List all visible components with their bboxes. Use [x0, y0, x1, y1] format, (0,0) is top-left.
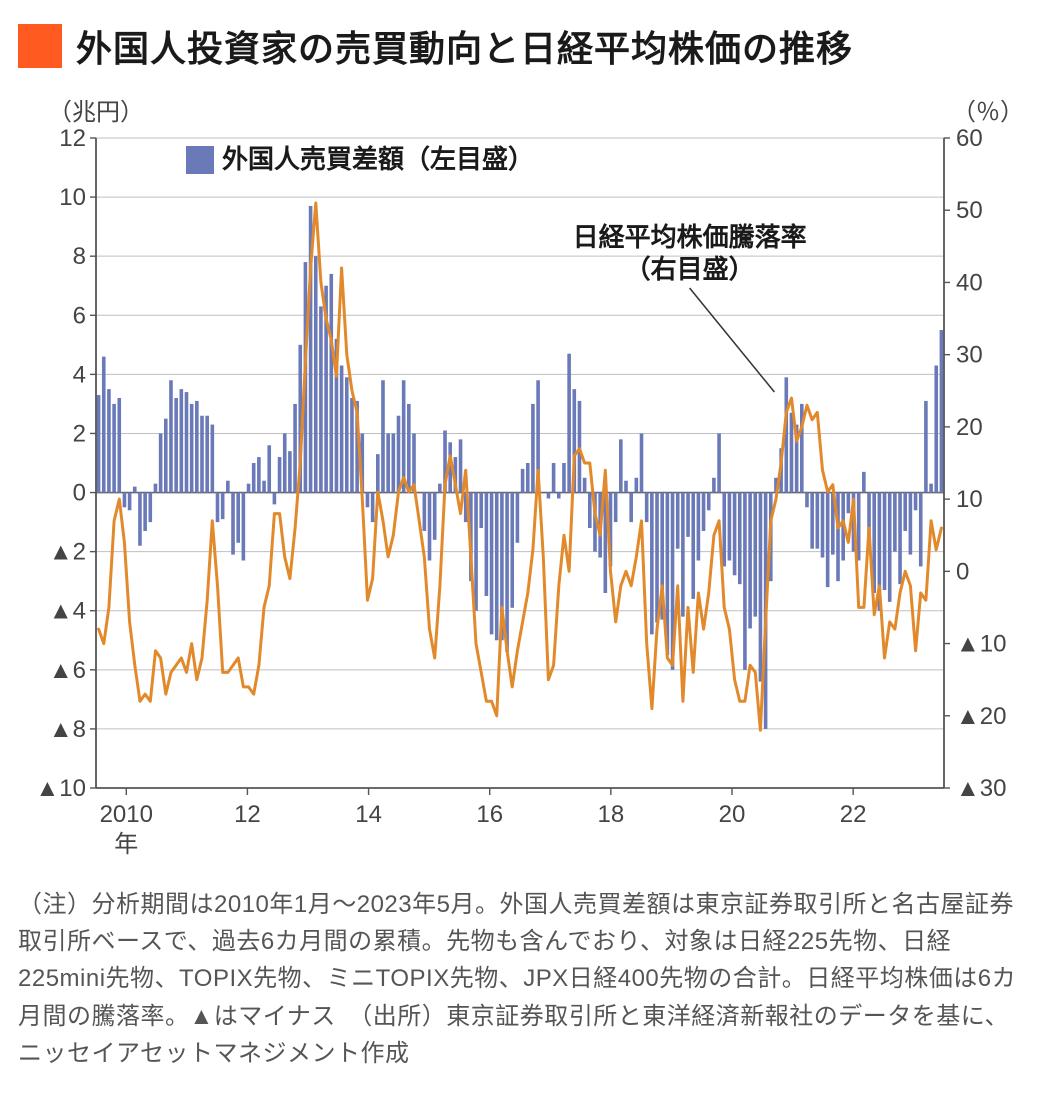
svg-text:2: 2	[73, 420, 86, 447]
svg-text:4: 4	[73, 361, 86, 388]
svg-text:60: 60	[956, 125, 983, 152]
svg-text:18: 18	[598, 801, 625, 828]
svg-text:40: 40	[956, 269, 983, 296]
chart-title: 外国人投資家の売買動向と日経平均株価の推移	[76, 20, 853, 72]
svg-text:16: 16	[476, 801, 503, 828]
svg-text:年: 年	[114, 831, 138, 858]
chart-container: ▲10▲8▲6▲4▲2024681012▲30▲20▲1001020304050…	[18, 82, 1022, 872]
svg-text:0: 0	[73, 480, 86, 507]
svg-text:▲4: ▲4	[49, 598, 86, 625]
svg-text:（右目盛）: （右目盛）	[625, 254, 755, 284]
chart-svg: ▲10▲8▲6▲4▲2024681012▲30▲20▲1001020304050…	[18, 82, 1022, 872]
svg-text:20: 20	[719, 801, 746, 828]
svg-text:22: 22	[840, 801, 867, 828]
svg-text:8: 8	[73, 243, 86, 270]
svg-text:30: 30	[956, 342, 983, 369]
svg-text:10: 10	[956, 486, 983, 513]
svg-text:（兆円）: （兆円）	[48, 99, 144, 126]
svg-text:▲10: ▲10	[956, 631, 1006, 658]
chart-title-row: 外国人投資家の売買動向と日経平均株価の推移	[18, 20, 1022, 72]
svg-text:12: 12	[234, 801, 261, 828]
svg-text:50: 50	[956, 197, 983, 224]
svg-text:10: 10	[59, 184, 86, 211]
svg-text:▲10: ▲10	[36, 775, 86, 802]
chart-note: （注）分析期間は2010年1月～2023年5月。外国人売買差額は東京証券取引所と…	[18, 886, 1022, 1072]
svg-text:▲8: ▲8	[49, 716, 86, 743]
svg-text:20: 20	[956, 414, 983, 441]
svg-text:▲20: ▲20	[956, 703, 1006, 730]
svg-text:6: 6	[73, 302, 86, 329]
svg-text:外国人売買差額（左目盛）: 外国人売買差額（左目盛）	[222, 144, 534, 174]
title-marker	[18, 24, 62, 68]
svg-text:2010: 2010	[100, 801, 153, 828]
svg-text:14: 14	[355, 801, 382, 828]
svg-text:▲2: ▲2	[49, 539, 86, 566]
svg-text:（％）: （％）	[952, 99, 1022, 126]
svg-text:12: 12	[59, 125, 86, 152]
svg-text:日経平均株価騰落率: 日経平均株価騰落率	[573, 222, 807, 252]
svg-text:0: 0	[956, 558, 969, 585]
svg-text:▲30: ▲30	[956, 775, 1006, 802]
svg-text:▲6: ▲6	[49, 657, 86, 684]
